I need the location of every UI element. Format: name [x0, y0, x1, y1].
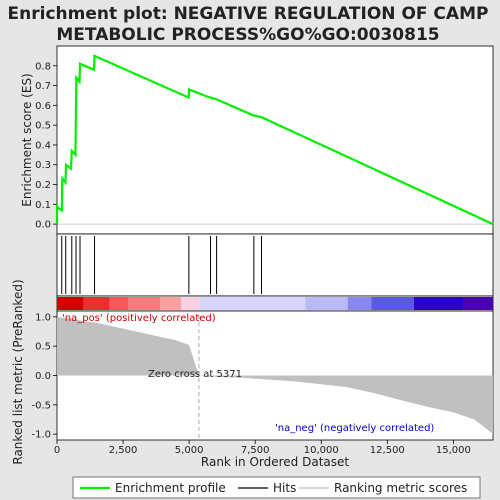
top-ytick-label-2: 0.2 — [35, 180, 51, 191]
bottom-ytick-label-4: -1.0 — [31, 430, 51, 441]
heat-band-0 — [57, 297, 84, 310]
hits-panel-bg — [56, 233, 494, 297]
chart-title-line2: METABOLIC PROCESS%GO%GO:0030815 — [56, 25, 439, 45]
hits-markers — [61, 236, 263, 294]
top-ytick-label-6: 0.6 — [35, 101, 51, 112]
top-ytick-label-7: 0.7 — [35, 81, 51, 92]
ranking-metric-area — [57, 316, 493, 435]
xtick-label-6: 15,000 — [436, 445, 471, 456]
heat-band-7 — [305, 297, 348, 310]
bottom-axis-ticks: 1.0 0.5 0.0 -0.5 -1.0 — [31, 312, 57, 441]
heatmap-bar — [57, 297, 493, 310]
legend-metric-label: Ranking metric scores — [334, 481, 467, 495]
xtick-label-0: 0 — [54, 445, 60, 456]
x-axis-ticks: 0 2,500 5,000 7,500 10,000 12,500 15,000 — [54, 440, 471, 456]
legend-enrichment-label: Enrichment profile — [115, 481, 226, 495]
top-axis-ticks: 0.0 0.1 0.2 0.3 0.4 0.5 0.6 0.7 0.8 — [35, 61, 57, 231]
top-panel-bg — [56, 45, 494, 235]
positive-label: 'na_pos' (positively correlated) — [62, 313, 216, 324]
top-ytick-label-0: 0.0 — [35, 220, 51, 231]
enrichment-profile-line — [55, 54, 494, 226]
xtick-label-2: 5,000 — [175, 445, 204, 456]
heat-band-4 — [160, 297, 182, 310]
xtick-label-5: 12,500 — [370, 445, 405, 456]
x-axis-label: Rank in Ordered Dataset — [201, 455, 349, 469]
heat-band-3 — [128, 297, 161, 310]
chart-title-line1: Enrichment plot: NEGATIVE REGULATION OF … — [8, 4, 489, 24]
heat-band-6 — [199, 297, 306, 310]
top-ytick-label-3: 0.3 — [35, 160, 51, 171]
heat-band-8 — [347, 297, 372, 310]
xtick-label-3: 7,500 — [241, 445, 270, 456]
heat-band-1 — [83, 297, 110, 310]
heat-band-5 — [181, 297, 200, 310]
xtick-label-1: 2,500 — [109, 445, 138, 456]
bottom-ytick-label-0: 1.0 — [35, 312, 51, 323]
bottom-ytick-label-3: -0.5 — [31, 400, 51, 411]
heat-band-2 — [109, 297, 129, 310]
top-ylabel: Enrichment score (ES) — [20, 73, 34, 206]
bottom-ytick-label-1: 0.5 — [35, 342, 51, 353]
top-ytick-label-8: 0.8 — [35, 61, 51, 72]
top-ytick-label-4: 0.4 — [35, 140, 51, 151]
legend-box — [72, 476, 481, 499]
negative-label: 'na_neg' (negatively correlated) — [275, 423, 434, 434]
xtick-label-4: 10,000 — [304, 445, 339, 456]
bottom-ytick-label-2: 0.0 — [35, 371, 51, 382]
bottom-ylabel: Ranked list metric (PreRanked) — [11, 279, 25, 464]
heat-band-9 — [371, 297, 414, 310]
heat-band-11 — [463, 297, 493, 310]
top-ytick-label-1: 0.1 — [35, 200, 51, 211]
zero-cross-label: Zero cross at 5371 — [148, 369, 242, 380]
top-ytick-label-5: 0.5 — [35, 121, 51, 132]
heat-band-10 — [413, 297, 464, 310]
legend-hits-label: Hits — [273, 481, 296, 495]
